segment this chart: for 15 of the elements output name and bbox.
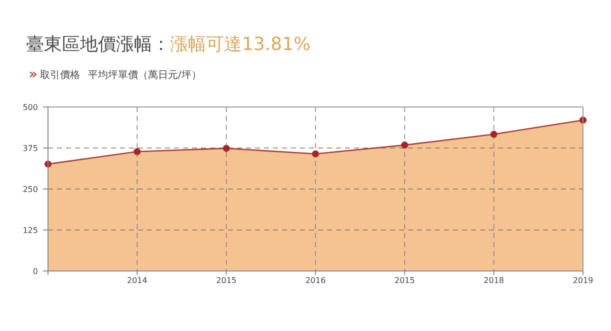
y-axis-title: 平均坪單價（萬日元/坪） [88,69,202,81]
x-tick-label: 2014 [126,276,148,285]
y-tick-label: 500 [22,103,38,112]
y-tick-label: 250 [22,185,38,194]
legend-label: 取引價格 [40,69,80,81]
chart-subtitle: 漲幅可達13.81% [170,34,311,55]
x-tick-label: 2016 [305,276,326,285]
x-tick-label: 2019 [572,276,594,285]
y-tick-label: 125 [22,226,38,235]
x-tick-label: 2015 [216,276,237,285]
x-tick-label: 2015 [394,276,415,285]
y-tick-label: 375 [22,144,38,153]
x-tick-label: 2018 [484,276,504,285]
chart-title: 臺東區地價漲幅： [26,34,170,55]
y-tick-label: 0 [32,267,38,276]
